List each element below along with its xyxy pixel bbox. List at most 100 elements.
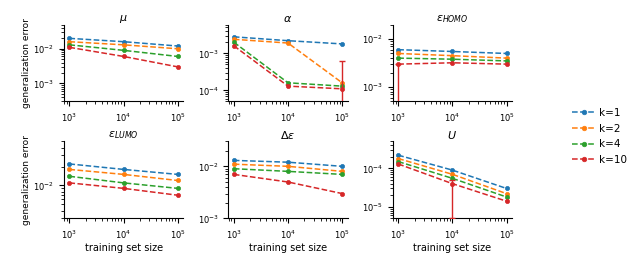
k=4 <box>503 59 511 63</box>
Line: k=10: k=10 <box>396 162 509 203</box>
k=1 <box>284 161 292 164</box>
k=4 <box>174 55 182 58</box>
Title: $\mu$: $\mu$ <box>119 13 128 25</box>
X-axis label: training set size: training set size <box>249 243 327 253</box>
k=10 <box>174 194 182 197</box>
Line: k=10: k=10 <box>232 172 344 196</box>
k=1 <box>503 187 511 190</box>
k=4 <box>503 195 511 199</box>
k=10 <box>120 55 127 58</box>
k=4 <box>65 175 73 178</box>
k=1 <box>120 168 127 171</box>
k=10 <box>339 87 346 90</box>
k=2 <box>120 43 127 46</box>
k=10 <box>120 187 127 190</box>
k=10 <box>503 63 511 66</box>
Title: $U$: $U$ <box>447 129 458 141</box>
k=2 <box>230 162 237 166</box>
k=4 <box>120 181 127 185</box>
Line: k=1: k=1 <box>67 162 180 176</box>
Line: k=2: k=2 <box>396 156 509 196</box>
k=1 <box>174 44 182 48</box>
k=10 <box>449 61 456 64</box>
k=10 <box>394 162 402 166</box>
Line: k=10: k=10 <box>67 45 180 69</box>
k=2 <box>65 40 73 43</box>
Line: k=4: k=4 <box>232 40 344 88</box>
Title: $\Delta\epsilon$: $\Delta\epsilon$ <box>280 129 296 141</box>
Line: k=2: k=2 <box>67 40 180 51</box>
k=2 <box>449 173 456 176</box>
k=4 <box>394 57 402 60</box>
Line: k=2: k=2 <box>232 37 344 85</box>
X-axis label: training set size: training set size <box>413 243 492 253</box>
Title: $\epsilon_{LUMO}$: $\epsilon_{LUMO}$ <box>108 130 139 141</box>
k=10 <box>503 200 511 203</box>
k=4 <box>339 85 346 88</box>
Line: k=1: k=1 <box>232 158 344 168</box>
k=4 <box>120 49 127 52</box>
k=2 <box>394 52 402 55</box>
Line: k=4: k=4 <box>396 159 509 199</box>
k=2 <box>339 170 346 173</box>
k=2 <box>120 173 127 176</box>
Line: k=1: k=1 <box>396 48 509 56</box>
k=4 <box>284 81 292 84</box>
k=2 <box>284 41 292 45</box>
Y-axis label: generalization error: generalization error <box>22 135 31 225</box>
k=4 <box>449 177 456 180</box>
Line: k=10: k=10 <box>67 181 180 197</box>
Legend: k=1, k=2, k=4, k=10: k=1, k=2, k=4, k=10 <box>568 104 632 169</box>
k=2 <box>174 179 182 182</box>
k=10 <box>394 63 402 66</box>
Line: k=4: k=4 <box>67 174 180 191</box>
Line: k=1: k=1 <box>232 35 344 46</box>
k=4 <box>230 41 237 44</box>
k=10 <box>65 181 73 185</box>
k=4 <box>339 173 346 176</box>
k=4 <box>230 167 237 170</box>
Line: k=2: k=2 <box>396 51 509 60</box>
k=1 <box>503 52 511 55</box>
k=2 <box>503 57 511 60</box>
Line: k=10: k=10 <box>232 44 344 91</box>
Line: k=1: k=1 <box>67 36 180 48</box>
Line: k=4: k=4 <box>232 167 344 176</box>
k=2 <box>65 168 73 171</box>
k=2 <box>503 192 511 195</box>
k=2 <box>284 165 292 168</box>
Line: k=4: k=4 <box>396 56 509 63</box>
k=10 <box>230 173 237 176</box>
k=10 <box>449 182 456 185</box>
X-axis label: training set size: training set size <box>84 243 163 253</box>
k=1 <box>65 162 73 165</box>
k=10 <box>284 180 292 184</box>
k=1 <box>449 168 456 172</box>
k=1 <box>230 35 237 38</box>
k=1 <box>230 159 237 162</box>
k=1 <box>65 37 73 40</box>
k=2 <box>230 38 237 41</box>
k=2 <box>339 81 346 84</box>
Line: k=2: k=2 <box>232 162 344 173</box>
Title: $\alpha$: $\alpha$ <box>284 14 292 24</box>
Line: k=2: k=2 <box>67 167 180 183</box>
k=1 <box>174 173 182 176</box>
k=4 <box>284 170 292 173</box>
k=4 <box>174 187 182 190</box>
k=2 <box>394 157 402 160</box>
k=1 <box>120 40 127 43</box>
k=1 <box>449 50 456 53</box>
k=1 <box>394 48 402 51</box>
k=10 <box>339 192 346 195</box>
k=1 <box>339 165 346 168</box>
Title: $\epsilon_{HOMO}$: $\epsilon_{HOMO}$ <box>436 13 468 25</box>
k=1 <box>284 39 292 42</box>
k=4 <box>394 160 402 163</box>
k=4 <box>449 58 456 61</box>
k=1 <box>394 153 402 157</box>
k=10 <box>174 65 182 69</box>
Line: k=10: k=10 <box>396 61 509 66</box>
k=2 <box>174 47 182 51</box>
k=10 <box>284 85 292 88</box>
